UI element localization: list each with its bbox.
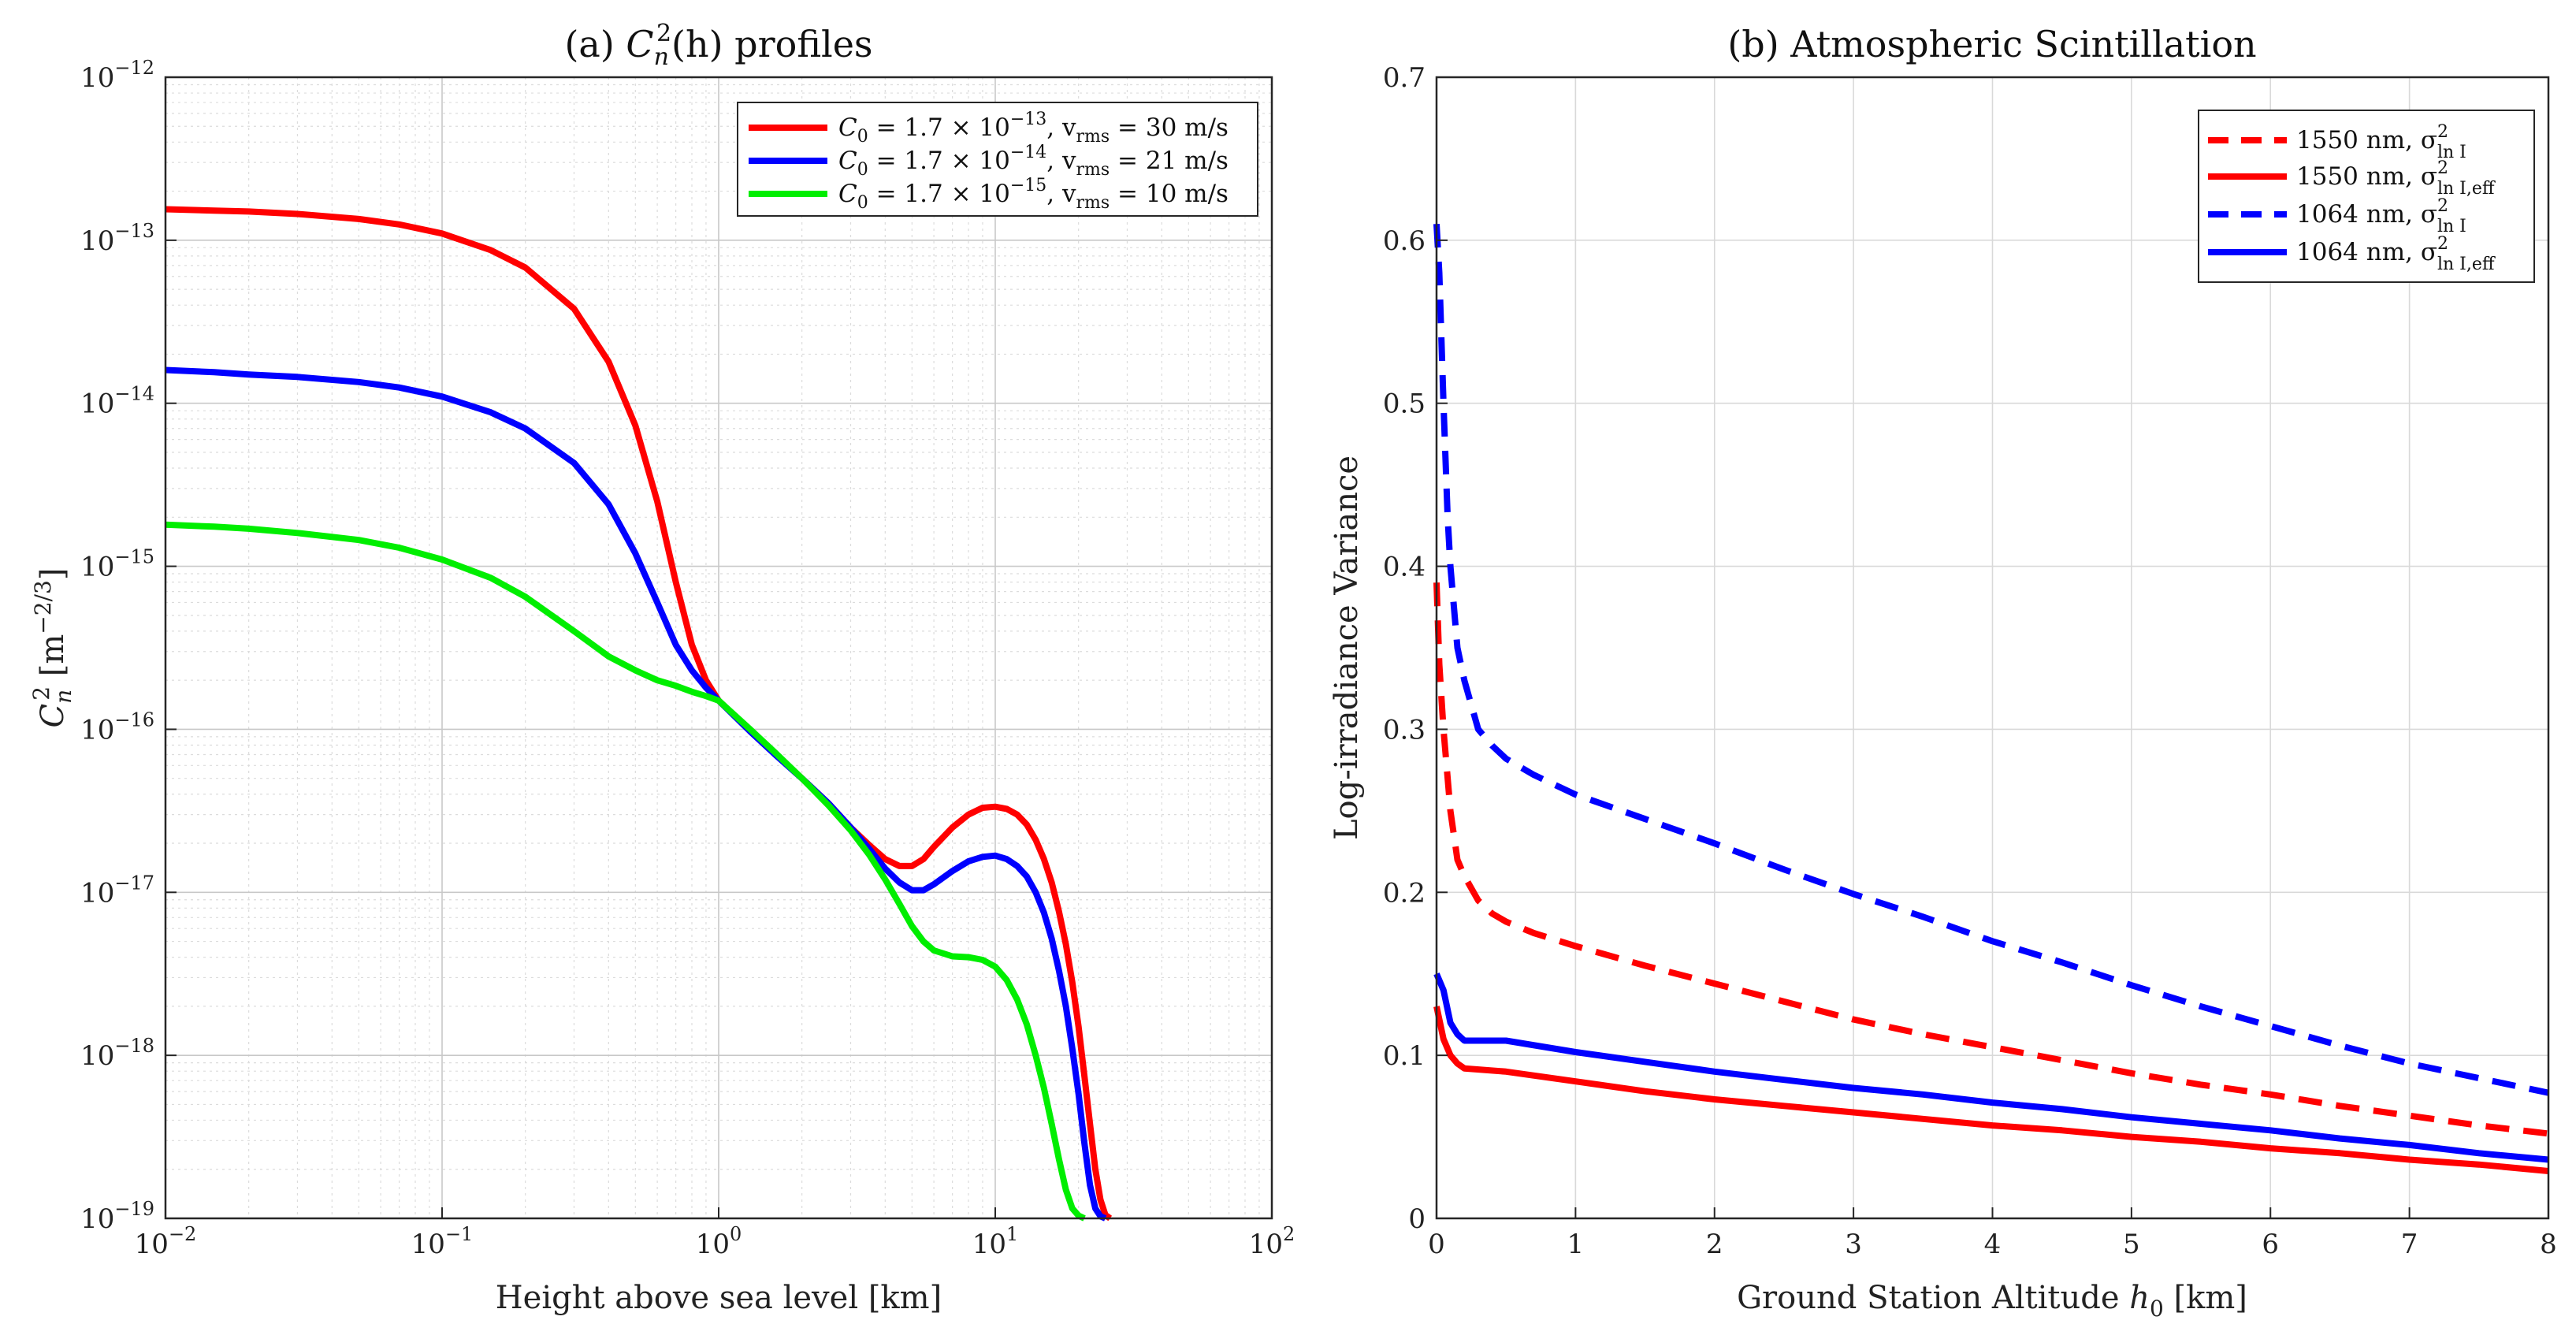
series-line-b-1064-nm-sigma-2-ln-i-eff xyxy=(1433,972,2549,1163)
legend-label-1550-eff: 1550 nm, σ2 ln I,eff xyxy=(2296,158,2496,199)
panel-a-x-tick-labels: 10−2 10−1 100 101 102 xyxy=(135,1207,1295,1260)
y-tick-label: 10−14 xyxy=(80,383,154,420)
x-tick-label: 10−2 xyxy=(135,1223,197,1260)
x-tick-label: 7 xyxy=(2401,1229,2418,1260)
y-tick-label: 0 xyxy=(1408,1203,1426,1235)
legend-label-c0-14: C0 = 1.7 × 10−14, vrms = 21 m/s xyxy=(838,143,1229,180)
panel-b-x-tick-labels: 0 1 2 3 4 5 6 7 8 xyxy=(1428,1207,2557,1260)
x-tick-label: 3 xyxy=(1845,1229,1862,1260)
legend-label-1550-ln: 1550 nm, σ2 ln I xyxy=(2296,122,2466,162)
legend-label-1064-ln: 1064 nm, σ2 ln I xyxy=(2296,196,2466,236)
y-tick-label: 0.2 xyxy=(1383,877,1426,909)
y-tick-label: 10−13 xyxy=(80,220,154,257)
panel-a-series xyxy=(165,206,1113,1222)
y-tick-label: 0.6 xyxy=(1383,225,1426,257)
y-tick-label: 10−18 xyxy=(80,1035,154,1072)
series-line-a-2 xyxy=(165,521,1086,1222)
panel-b-legend: 1550 nm, σ2 ln I 1550 nm, σ2 ln I,eff 1064… xyxy=(2198,110,2535,283)
y-tick-label: 0.5 xyxy=(1383,389,1426,420)
y-tick-label: 0.1 xyxy=(1383,1040,1426,1072)
y-tick-label: 10−19 xyxy=(80,1198,154,1235)
legend-label-1064-eff: 1064 nm, σ2 ln I,eff xyxy=(2296,234,2496,274)
panel-a-cn2-profiles: 10−2 10−1 100 101 102 10−1910−1810−1710−1610… xyxy=(28,20,1295,1316)
x-tick-label: 2 xyxy=(1706,1229,1723,1260)
y-tick-label: 10−15 xyxy=(80,546,154,583)
x-tick-label: 4 xyxy=(1984,1229,2002,1260)
y-tick-label: 10−17 xyxy=(80,872,154,909)
series-line-a-1 xyxy=(165,366,1107,1222)
x-tick-label: 6 xyxy=(2262,1229,2279,1260)
x-tick-label: 8 xyxy=(2540,1229,2557,1260)
panel-a-legend: C0 = 1.7 × 10−13, vrms = 30 m/s C0 = 1.7… xyxy=(737,102,1258,217)
x-tick-label: 100 xyxy=(696,1223,742,1260)
series-line-b-1550-nm-sigma-2-ln-i xyxy=(1433,582,2549,1137)
panel-b-scintillation: 0 1 2 3 4 5 6 7 8 0 0.1 0.2 0.3 0.4 0.5 0.6 0.7 (b) Atm… xyxy=(1329,23,2557,1322)
panel-a-title: (a) Cn2(h) profiles xyxy=(564,20,872,71)
panel-a-x-axis-label: Height above sea level [km] xyxy=(496,1280,942,1316)
x-tick-label: 101 xyxy=(972,1223,1019,1260)
panel-b-series xyxy=(1433,223,2549,1174)
series-line-a-0 xyxy=(165,206,1113,1222)
panel-a-y-axis-label: Cn2 [m−2/3] xyxy=(28,568,76,728)
panel-b-y-tick-labels: 0 0.1 0.2 0.3 0.4 0.5 0.6 0.7 xyxy=(1383,62,1448,1235)
legend-label-c0-15: C0 = 1.7 × 10−15, vrms = 10 m/s xyxy=(838,176,1229,213)
y-tick-label: 0.7 xyxy=(1383,62,1426,94)
x-tick-label: 5 xyxy=(2123,1229,2140,1260)
series-line-b-1550-nm-sigma-2-ln-i-eff xyxy=(1433,1006,2549,1174)
panel-a-y-tick-labels: 10−19 10−18 10−17 10−16 10−15 10−14 10−13 10−12 xyxy=(80,57,177,1235)
y-tick-label: 0.4 xyxy=(1383,552,1426,583)
x-tick-label: 10−1 xyxy=(411,1223,474,1260)
legend-label-c0-13: C0 = 1.7 × 10−13, vrms = 30 m/s xyxy=(838,110,1229,147)
panel-a-grid xyxy=(165,77,1272,1219)
x-tick-label: 0 xyxy=(1428,1229,1445,1260)
panel-b-x-axis-label: Ground Station Altitude h0 [km] xyxy=(1737,1280,2247,1322)
series-line-b-1064-nm-sigma-2-ln-i xyxy=(1433,223,2549,1096)
y-tick-label: 10−16 xyxy=(80,708,154,746)
x-tick-label: 1 xyxy=(1567,1229,1585,1260)
x-tick-label: 102 xyxy=(1249,1223,1295,1260)
y-tick-label: 0.3 xyxy=(1383,714,1426,746)
panel-b-title: (b) Atmospheric Scintillation xyxy=(1727,23,2256,65)
panel-b-y-axis-label: Log-irradiance Variance xyxy=(1329,456,1365,840)
y-tick-label: 10−12 xyxy=(80,57,154,94)
